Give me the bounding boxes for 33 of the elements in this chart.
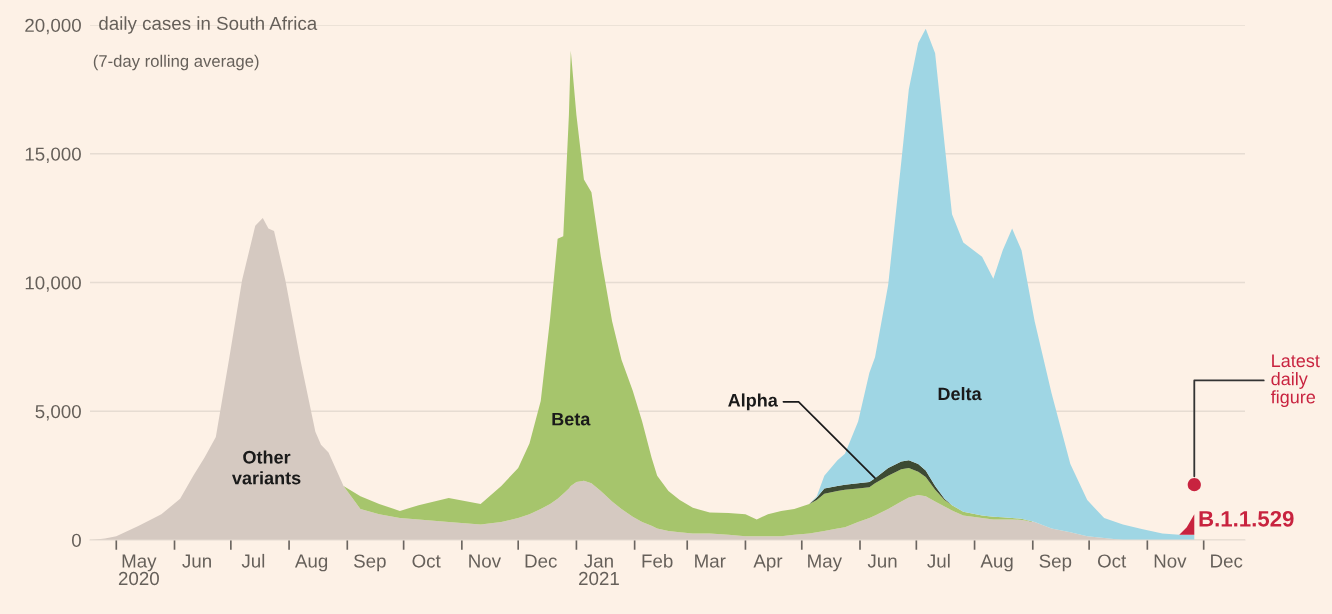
x-tick-label: Aug [980, 554, 1013, 572]
x-tick-label: Feb [642, 553, 673, 568]
text: Alpha [728, 393, 778, 411]
series-label: Delta [938, 386, 982, 401]
x-tick-label: Jan 2021 [579, 554, 619, 586]
x-tick-label: Nov [1154, 554, 1187, 568]
x-tick-label: Aug [294, 554, 328, 572]
x-tick-label: Nov [469, 554, 501, 568]
text: (7-day rolling average) [93, 54, 259, 71]
annotation: Latest daily figure [1270, 354, 1320, 408]
y-tick-label: 10,000 [25, 276, 81, 292]
series-label: Beta [552, 412, 591, 426]
x-tick-label: Jul [241, 553, 265, 568]
series-label: B.1.1.529 [1199, 510, 1294, 527]
x-tick-label: Jul [927, 553, 950, 568]
x-tick-label: Dec [1211, 554, 1243, 568]
x-tick-label: Sep [354, 554, 386, 572]
x-tick-label: Mar [695, 554, 726, 568]
x-tick-label: Oct [1097, 554, 1127, 568]
x-tick-label: Jun [182, 554, 211, 568]
x-tick-label: Oct [412, 554, 441, 568]
x-tick-label: May [808, 554, 842, 572]
y-tick-label: 20,000 [25, 18, 81, 35]
y-tick-label: 0 [71, 533, 81, 547]
x-tick-label: Dec [525, 554, 557, 568]
x-tick-label: May 2020 [118, 554, 159, 586]
x-tick-label: Sep [1039, 554, 1072, 572]
x-tick-label: Apr [753, 554, 783, 572]
y-tick-label: 15,000 [25, 147, 81, 163]
y-axis-title: daily cases in South Africa [99, 16, 318, 34]
y-tick-label: 5,000 [35, 404, 81, 421]
series-label: Other variants [231, 450, 301, 485]
x-tick-label: Jun [867, 554, 897, 568]
